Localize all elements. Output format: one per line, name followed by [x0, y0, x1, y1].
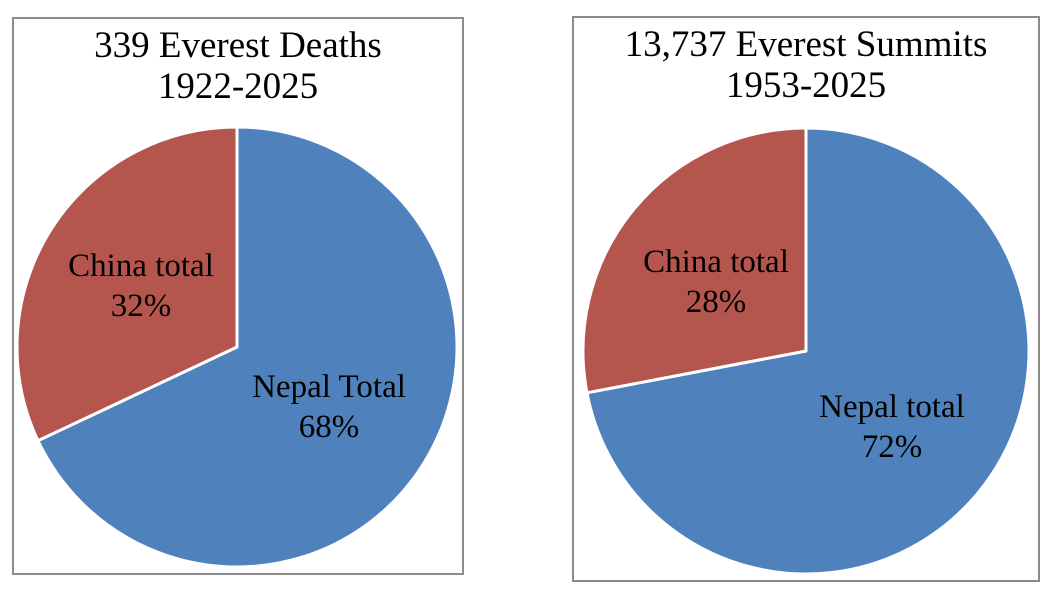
deaths-title-line1: 339 Everest Deaths	[94, 25, 382, 66]
pie-slice	[581, 126, 808, 395]
deaths-title-line2: 1922-2025	[157, 66, 319, 108]
summits-chart-panel: 13,737 Everest Summits 1953-2025 China t…	[572, 16, 1040, 582]
pie-slice	[585, 126, 1031, 576]
summits-title-line1: 13,737 Everest Summits	[624, 24, 988, 65]
summits-chart-area: 13,737 Everest Summits 1953-2025 China t…	[574, 18, 1038, 580]
deaths-chart-area: 339 Everest Deaths 1922-2025 China total…	[14, 19, 462, 573]
summits-pie	[581, 126, 1031, 576]
deaths-chart-panel: 339 Everest Deaths 1922-2025 China total…	[12, 17, 464, 575]
summits-chart-title: 13,737 Everest Summits 1953-2025	[574, 24, 1038, 107]
pie-slice	[36, 125, 459, 569]
pie-slice	[15, 125, 239, 443]
summits-title-line2: 1953-2025	[725, 65, 887, 107]
deaths-pie	[15, 125, 459, 569]
deaths-chart-title: 339 Everest Deaths 1922-2025	[14, 25, 462, 108]
